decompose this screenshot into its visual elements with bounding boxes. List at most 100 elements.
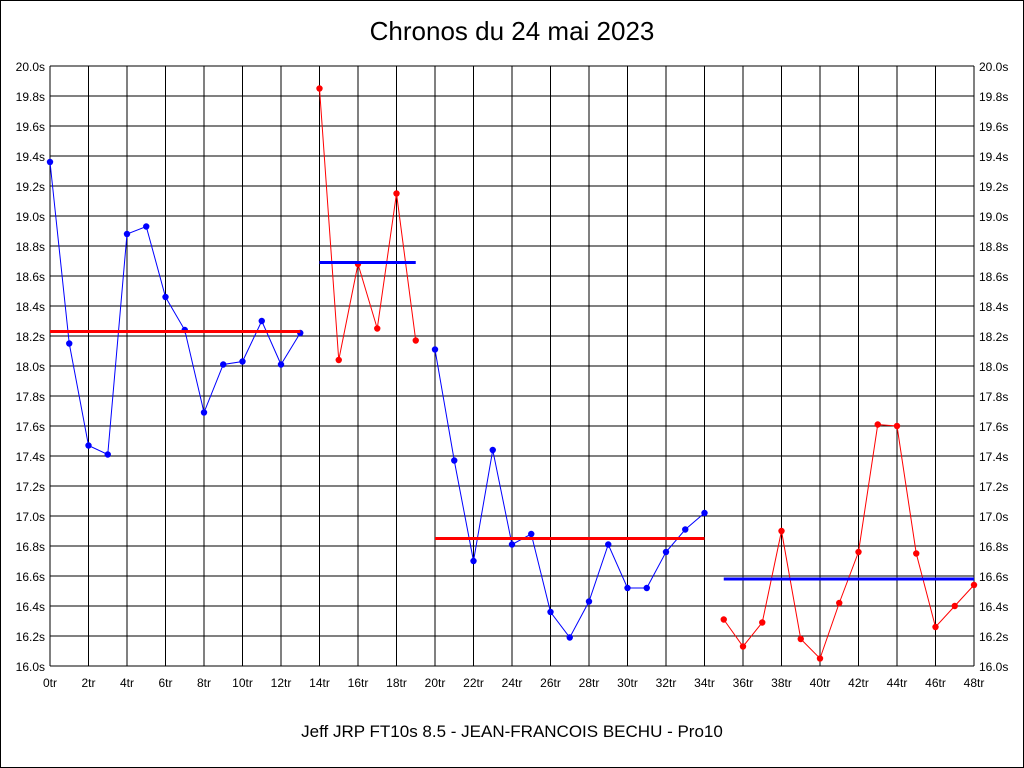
x-tick-label: 46tr bbox=[925, 676, 946, 690]
y-tick-label-right: 18.4s bbox=[979, 300, 1008, 314]
data-point bbox=[258, 317, 265, 325]
x-tick-label: 6tr bbox=[158, 676, 172, 690]
y-tick-label-right: 17.4s bbox=[979, 450, 1008, 464]
data-point bbox=[836, 599, 843, 607]
chart-footer: Jeff JRP FT10s 8.5 - JEAN-FRANCOIS BECHU… bbox=[301, 722, 723, 741]
data-point bbox=[739, 643, 747, 650]
series-line-2 bbox=[319, 88, 417, 361]
y-tick-label-left: 17.4s bbox=[16, 450, 45, 464]
y-tick-label-right: 16.8s bbox=[979, 540, 1008, 554]
data-point bbox=[412, 337, 419, 344]
y-tick-label-left: 18.8s bbox=[16, 240, 45, 254]
y-tick-label-left: 16.6s bbox=[16, 570, 45, 584]
x-tick-label: 24tr bbox=[502, 676, 523, 690]
y-tick-label-right: 17.8s bbox=[979, 390, 1008, 404]
x-tick-label: 48tr bbox=[964, 676, 985, 690]
data-point bbox=[547, 608, 554, 616]
x-tick-label: 4tr bbox=[120, 676, 134, 690]
x-tick-label: 28tr bbox=[579, 676, 600, 690]
x-tick-label: 0tr bbox=[43, 676, 57, 690]
y-tick-label-right: 19.4s bbox=[979, 150, 1008, 164]
data-point bbox=[143, 223, 150, 230]
data-point bbox=[566, 634, 573, 641]
y-tick-label-right: 19.6s bbox=[979, 120, 1008, 134]
x-tick-label: 2tr bbox=[81, 676, 95, 690]
data-point bbox=[893, 422, 901, 430]
data-point bbox=[855, 548, 862, 556]
y-tick-label-left: 19.4s bbox=[16, 150, 45, 164]
y-tick-label-left: 19.2s bbox=[16, 180, 45, 194]
data-point bbox=[528, 530, 535, 538]
y-tick-label-right: 16.4s bbox=[979, 600, 1008, 614]
series-line-1 bbox=[49, 161, 301, 456]
y-tick-label-left: 18.6s bbox=[16, 270, 45, 284]
data-point bbox=[200, 409, 208, 416]
data-point bbox=[701, 509, 708, 517]
y-tick-label-left: 19.8s bbox=[16, 90, 45, 104]
y-tick-label-right: 19.2s bbox=[979, 180, 1008, 194]
data-point bbox=[874, 421, 881, 428]
x-tick-label: 12tr bbox=[271, 676, 292, 690]
data-point bbox=[393, 190, 400, 197]
x-tick-label: 26tr bbox=[540, 676, 561, 690]
x-tick-label: 32tr bbox=[656, 676, 677, 690]
data-point bbox=[759, 619, 766, 626]
data-point bbox=[585, 598, 593, 605]
x-tick-label: 40tr bbox=[810, 676, 831, 690]
data-point bbox=[220, 361, 227, 368]
data-point bbox=[316, 85, 323, 92]
data-point bbox=[662, 548, 670, 556]
x-tick-label: 22tr bbox=[463, 676, 484, 690]
x-tick-label: 20tr bbox=[425, 676, 446, 690]
x-tick-label: 8tr bbox=[197, 676, 211, 690]
data-point bbox=[508, 541, 516, 548]
y-tick-label-right: 17.0s bbox=[979, 510, 1008, 524]
y-tick-label-right: 16.6s bbox=[979, 570, 1008, 584]
x-tick-label: 38tr bbox=[771, 676, 792, 690]
y-tick-label-right: 18.2s bbox=[979, 330, 1008, 344]
data-point bbox=[643, 584, 650, 592]
data-point bbox=[682, 526, 689, 533]
y-tick-label-left: 18.0s bbox=[16, 360, 45, 374]
y-tick-label-right: 16.2s bbox=[979, 630, 1008, 644]
y-tick-label-left: 16.8s bbox=[16, 540, 45, 554]
y-tick-label-left: 17.0s bbox=[16, 510, 45, 524]
x-tick-label: 18tr bbox=[386, 676, 407, 690]
y-tick-label-left: 19.0s bbox=[16, 210, 45, 224]
y-tick-label-left: 16.0s bbox=[16, 660, 45, 674]
x-tick-label: 10tr bbox=[232, 676, 253, 690]
data-point bbox=[913, 550, 920, 557]
data-point bbox=[104, 451, 111, 458]
data-point bbox=[66, 340, 73, 347]
x-tick-label: 30tr bbox=[617, 676, 638, 690]
x-tick-label: 36tr bbox=[733, 676, 754, 690]
y-tick-label-right: 18.6s bbox=[979, 270, 1008, 284]
data-point bbox=[624, 584, 631, 592]
y-tick-label-right: 16.0s bbox=[979, 660, 1008, 674]
data-point bbox=[451, 457, 458, 464]
series-line-3 bbox=[434, 349, 705, 639]
chart-title: Chronos du 24 mai 2023 bbox=[369, 16, 655, 46]
y-tick-label-left: 20.0s bbox=[16, 60, 45, 74]
data-point bbox=[970, 581, 978, 589]
y-tick-label-right: 18.0s bbox=[979, 360, 1008, 374]
data-point bbox=[932, 623, 939, 631]
x-tick-label: 42tr bbox=[848, 676, 869, 690]
x-tick-label: 14tr bbox=[309, 676, 330, 690]
x-tick-label: 16tr bbox=[348, 676, 369, 690]
data-point bbox=[239, 358, 246, 365]
data-point bbox=[470, 557, 477, 565]
y-tick-label-left: 17.2s bbox=[16, 480, 45, 494]
y-tick-label-left: 16.4s bbox=[16, 600, 45, 614]
data-point bbox=[85, 442, 92, 449]
data-point bbox=[797, 635, 804, 643]
x-tick-label: 44tr bbox=[887, 676, 908, 690]
x-tick-label: 34tr bbox=[694, 676, 715, 690]
data-point bbox=[335, 356, 342, 364]
data-point bbox=[277, 361, 285, 368]
y-tick-label-right: 19.8s bbox=[979, 90, 1008, 104]
y-tick-label-left: 18.4s bbox=[16, 300, 45, 314]
data-point bbox=[374, 325, 381, 332]
y-tick-label-right: 19.0s bbox=[979, 210, 1008, 224]
